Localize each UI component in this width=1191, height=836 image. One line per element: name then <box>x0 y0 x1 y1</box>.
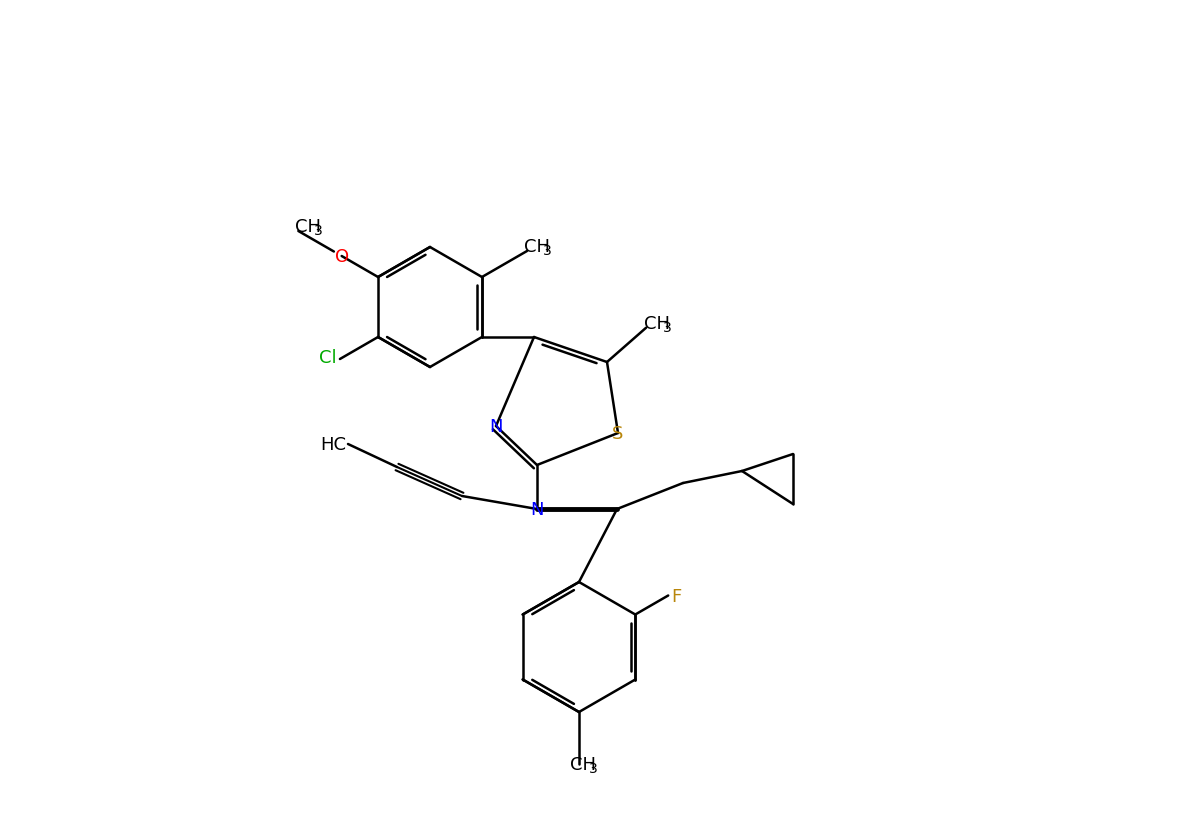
Text: 3: 3 <box>590 761 598 775</box>
Text: 3: 3 <box>543 244 551 257</box>
Text: CH: CH <box>644 314 671 333</box>
Text: Cl: Cl <box>319 349 337 366</box>
Text: HC: HC <box>320 436 347 453</box>
Text: CH: CH <box>295 217 322 236</box>
Text: S: S <box>612 425 624 442</box>
Text: O: O <box>335 247 349 266</box>
Text: F: F <box>672 587 681 604</box>
Text: 3: 3 <box>663 320 672 334</box>
Text: 3: 3 <box>314 224 323 237</box>
Text: CH: CH <box>570 755 596 773</box>
Text: CH: CH <box>524 237 550 256</box>
Text: N: N <box>490 417 503 436</box>
Text: N: N <box>530 501 544 518</box>
